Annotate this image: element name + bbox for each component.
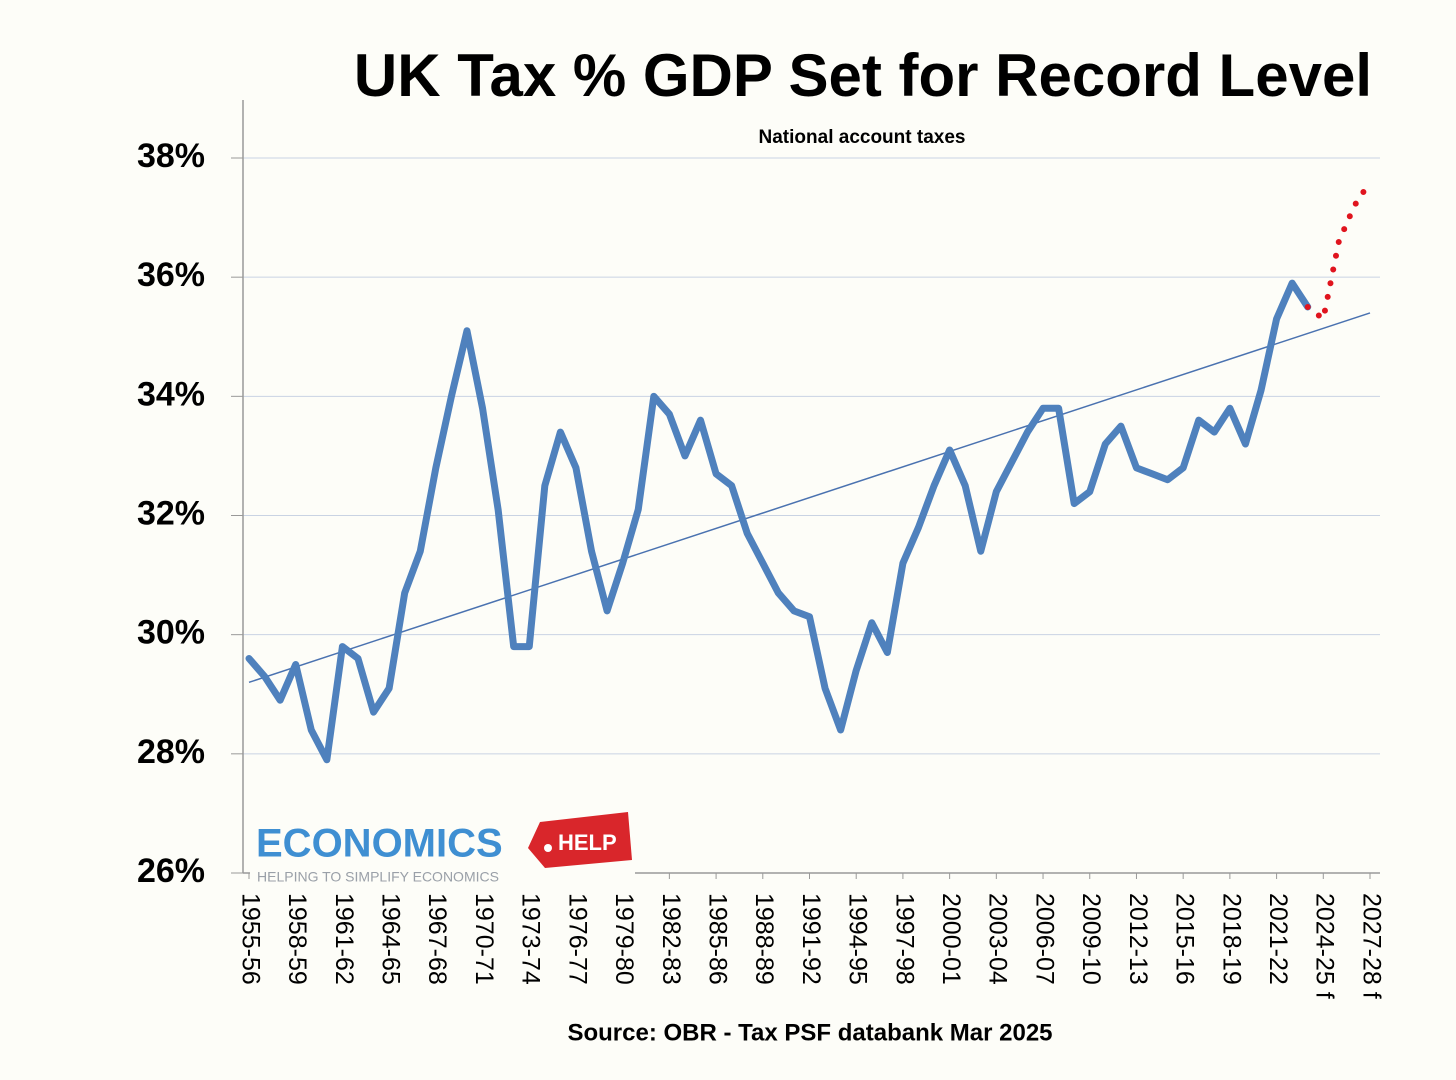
y-tick-label: 34% (137, 375, 205, 413)
y-tick-label: 32% (137, 494, 205, 532)
x-tick-label: 2015-16 (1171, 893, 1199, 985)
chart-subtitle: National account taxes (759, 127, 966, 148)
x-tick-label: 1970-71 (470, 893, 498, 985)
y-tick-label: 38% (137, 137, 205, 175)
x-tick-label: 2024-25 f (1311, 893, 1339, 999)
x-tick-label: 1982-83 (657, 893, 685, 985)
forecast-line (1304, 178, 1373, 322)
x-tick-label: 1988-89 (750, 893, 778, 985)
logo-tagline: HELPING TO SIMPLIFY ECONOMICS (257, 869, 499, 885)
x-tick-label: 1976-77 (563, 893, 591, 985)
data-line (245, 279, 1312, 764)
logo-name: ECONOMICS (256, 822, 503, 866)
x-tick-label: 1973-74 (517, 893, 545, 985)
x-tick-label: 1994-95 (844, 893, 872, 985)
x-tick-label: 1997-98 (890, 893, 918, 985)
logo-tag-text: HELP (558, 830, 617, 855)
trend-line (248, 312, 1371, 684)
x-tick-label: 2027-28 f (1357, 893, 1385, 999)
y-tick-label: 30% (137, 614, 205, 652)
x-tick-label: 1955-56 (236, 893, 264, 985)
x-tick-label: 1979-80 (610, 893, 638, 985)
chart-title: UK Tax % GDP Set for Record Level (354, 42, 1372, 109)
x-tick-label: 2018-19 (1217, 893, 1245, 985)
x-tick-label: 1964-65 (377, 893, 405, 985)
x-tick-label: 1958-59 (283, 893, 311, 985)
x-tick-label: 2000-01 (937, 893, 965, 985)
x-tick-label: 1991-92 (797, 893, 825, 985)
x-tick-label: 2021-22 (1264, 893, 1292, 985)
x-tick-label: 2012-13 (1124, 893, 1152, 985)
source-note: Source: OBR - Tax PSF databank Mar 2025 (567, 1019, 1052, 1046)
y-tick-label: 36% (137, 256, 205, 294)
y-tick-label: 28% (137, 733, 205, 771)
x-tick-label: 2006-07 (1030, 893, 1058, 985)
x-tick-label: 1985-86 (703, 893, 731, 985)
x-tick-label: 1961-62 (330, 893, 358, 985)
x-tick-label: 2003-04 (984, 893, 1012, 985)
y-tick-label: 26% (137, 852, 205, 890)
logo-tag (528, 812, 632, 868)
plot-area: 26% 28% 30% 32% 34% 36% 38% 1955-56 1958-59 1961-… (137, 100, 1385, 999)
logo-tag-hole (544, 844, 552, 852)
x-tick-label: 1967-68 (423, 893, 451, 985)
x-tick-label: 2009-10 (1077, 893, 1105, 985)
logo: ECONOMICS HELP HELPING TO SIMPLIFY ECONO… (250, 812, 635, 886)
